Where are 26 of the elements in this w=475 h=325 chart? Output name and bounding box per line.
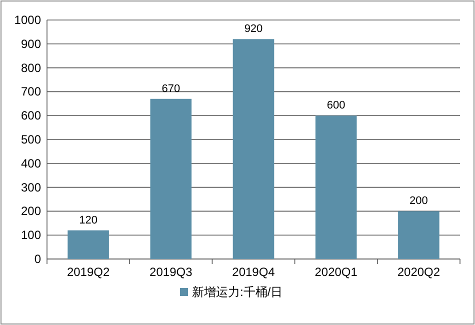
bar bbox=[232, 39, 274, 259]
y-tick-label: 0 bbox=[34, 252, 42, 266]
y-tick-label: 800 bbox=[20, 60, 42, 75]
y-tick-label: 100 bbox=[20, 228, 42, 242]
y-tick-label: 400 bbox=[20, 156, 42, 170]
y-tick-label: 600 bbox=[20, 108, 42, 123]
data-label: 920 bbox=[244, 23, 263, 36]
y-tick-label: 500 bbox=[20, 132, 42, 146]
x-tick-label: 2019Q2 bbox=[66, 265, 110, 279]
y-tick-label: 900 bbox=[20, 36, 42, 51]
data-label: 600 bbox=[326, 100, 346, 112]
x-tick-label: 2020Q2 bbox=[397, 265, 440, 279]
x-tick-label: 2020Q1 bbox=[314, 265, 358, 279]
bar bbox=[315, 116, 357, 259]
x-tick-label: 2019Q3 bbox=[150, 265, 193, 279]
y-tick-label: 700 bbox=[20, 84, 42, 99]
y-tick-label: 200 bbox=[20, 204, 42, 218]
bar bbox=[150, 98, 192, 259]
y-tick-label: 300 bbox=[20, 180, 42, 194]
legend-label: 新增运力:千桶/日 bbox=[192, 285, 283, 299]
y-tick-label: 1000 bbox=[14, 13, 42, 27]
bar bbox=[398, 211, 440, 259]
data-label: 200 bbox=[410, 195, 428, 208]
x-tick-label: 2019Q4 bbox=[232, 265, 276, 279]
data-label: 120 bbox=[79, 214, 98, 226]
bar bbox=[68, 230, 109, 259]
